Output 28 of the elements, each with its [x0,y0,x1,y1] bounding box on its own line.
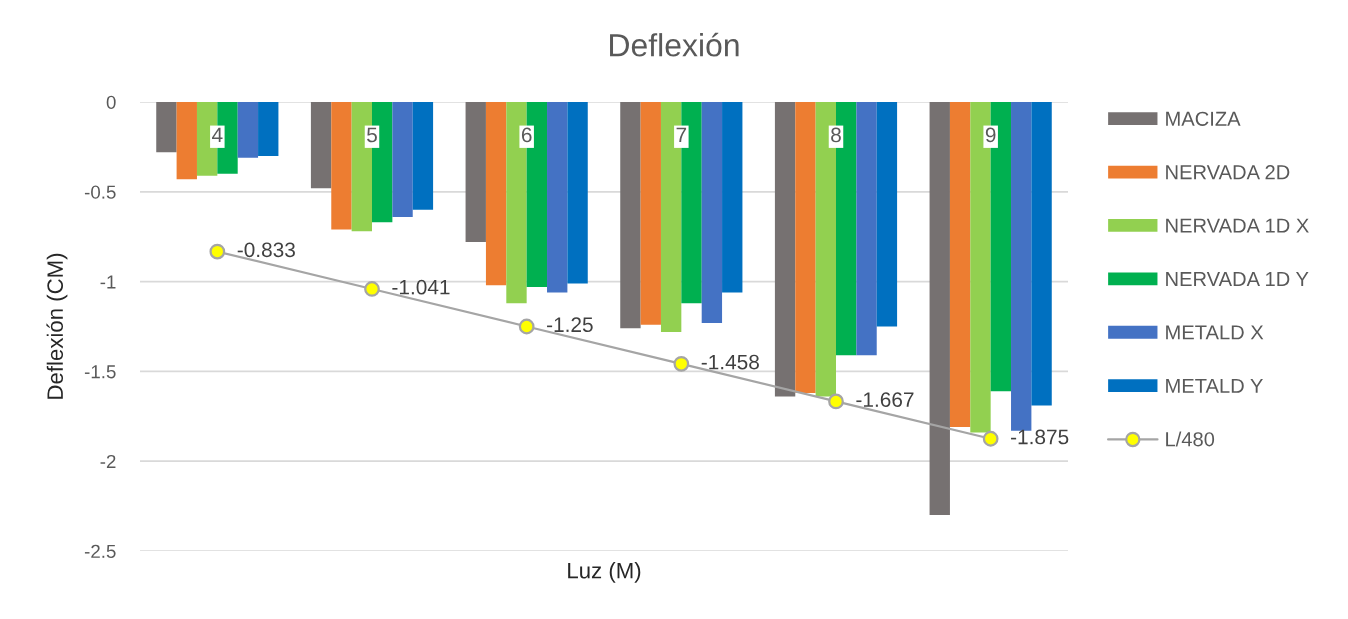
y-tick-label: -1 [100,275,116,289]
y-tick-label: -1.5 [84,365,116,379]
chart-title: Deflexión [610,32,739,57]
legend-label: METALD Y [1166,378,1263,393]
y-tick-label: -2.5 [84,544,116,558]
y-axis-title: Deflexión (CM) [46,253,68,399]
x-tick-label: 5 [367,127,377,143]
legend-label: NERVADA 1D X [1166,218,1309,233]
x-axis-title: Luz (M) [568,562,641,583]
y-tick-label: -0.5 [84,185,116,199]
y-tick-label: 0 [106,95,116,109]
legend-label: METALD X [1166,325,1264,340]
data-label: -1.041 [392,279,450,295]
legend-label: NERVADA 2D [1166,165,1290,180]
data-label: -0.833 [237,242,295,258]
legend-label: MACIZA [1166,111,1241,126]
x-tick-label: 4 [212,127,223,143]
legend-label: NERVADA 1D Y [1166,272,1309,286]
data-label: -1.667 [856,392,914,407]
x-tick-label: 9 [985,127,996,143]
x-tick-label: 6 [521,127,532,143]
data-label: -1.25 [547,317,593,333]
legend-label: L/480 [1166,431,1215,447]
y-tick-label: -2 [100,454,116,468]
data-label: -1.875 [1011,429,1069,445]
x-tick-label: 7 [676,127,687,143]
data-label: -1.458 [701,354,759,370]
x-tick-label: 8 [831,127,841,143]
